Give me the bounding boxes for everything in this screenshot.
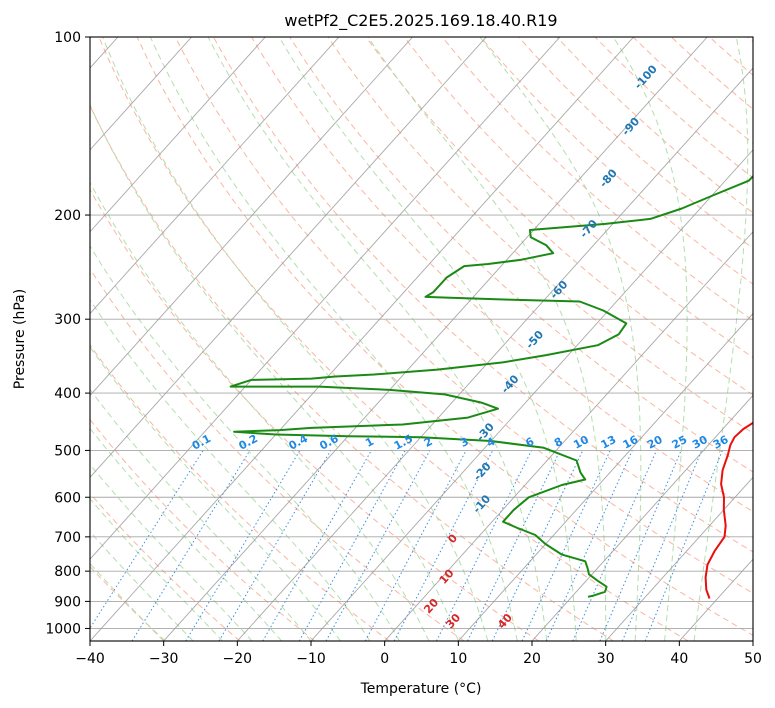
mixing-ratio-line <box>572 450 657 641</box>
x-tick-label: 10 <box>449 651 467 667</box>
dewpoint-profile-line <box>229 174 753 598</box>
dry-adiabat-line <box>90 418 316 641</box>
isotherm-line <box>531 394 753 641</box>
mixing-ratio-label: 25 <box>670 433 690 452</box>
mixing-ratio-line <box>521 450 611 641</box>
mixing-ratio-label: 13 <box>599 433 619 452</box>
dry-adiabat-line <box>90 565 166 641</box>
dry-adiabat-line <box>90 188 540 641</box>
moist-adiabat-line <box>90 181 430 641</box>
dry-adiabat-line <box>98 37 689 641</box>
y-tick-label: 200 <box>54 208 81 224</box>
y-tick-label: 800 <box>54 564 81 580</box>
y-tick-label: 400 <box>54 386 81 402</box>
y-tick-label: 100 <box>54 30 81 46</box>
moist-adiabat-line <box>693 37 749 641</box>
isotherm-line <box>90 37 561 560</box>
isotherm-line <box>90 37 413 397</box>
dry-adiabat-line <box>90 267 465 641</box>
moist-adiabat-line <box>367 37 607 641</box>
isotherm-line <box>605 476 753 641</box>
x-tick-label: 0 <box>380 651 389 667</box>
dry-adiabat-line <box>251 37 753 513</box>
moist-adiabat-line <box>90 463 253 641</box>
moist-adiabat-line <box>90 346 341 641</box>
x-tick-label: 50 <box>744 651 762 667</box>
mixing-ratio-line <box>491 450 584 641</box>
isotherm-line <box>90 37 340 315</box>
mixing-ratio-line <box>545 450 633 641</box>
moist-adiabat-line <box>149 37 518 641</box>
isotherm-line <box>90 37 266 233</box>
mixing-ratio-label: 16 <box>621 433 641 452</box>
isotherm-line <box>310 149 753 641</box>
dry-adiabat-line <box>441 37 753 322</box>
mixing-ratio-label: 20 <box>645 433 665 452</box>
moist-adiabat-line <box>90 427 282 641</box>
dry-adiabat-line <box>365 37 753 396</box>
moist-adiabat-line <box>90 244 400 641</box>
dry-adiabat-line <box>327 37 753 434</box>
x-tick-label: −30 <box>149 651 179 667</box>
mixing-ratio-label: 10 <box>571 433 591 452</box>
mixing-ratio-line <box>621 450 703 641</box>
moist-adiabat-line <box>612 37 688 641</box>
y-tick-label: 700 <box>54 530 81 546</box>
y-tick-label: 1000 <box>45 621 81 637</box>
isotherm-line <box>90 37 487 478</box>
mixing-ratio-line <box>599 450 682 641</box>
mixing-ratio-line <box>90 450 204 630</box>
mixing-ratio-label: 30 <box>690 433 710 452</box>
y-tick-label: 500 <box>54 443 81 459</box>
x-tick-label: −10 <box>296 651 326 667</box>
x-tick-label: 30 <box>597 651 615 667</box>
dry-adiabat-line <box>174 37 753 594</box>
mixing-ratio-line <box>467 450 561 641</box>
mixing-ratio-line <box>185 450 301 641</box>
moist-adiabat-line <box>90 103 459 641</box>
moist-adiabat-line <box>90 530 194 641</box>
temperature-profile-line <box>704 421 753 599</box>
mixing-ratio-line <box>218 450 332 641</box>
y-tick-label: 600 <box>54 490 81 506</box>
moist-adiabat-line <box>90 299 371 641</box>
mixing-ratio-line <box>435 450 532 641</box>
x-tick-label: 20 <box>523 651 541 667</box>
isotherm-line <box>384 231 753 641</box>
x-tick-label: −20 <box>223 651 253 667</box>
chart-title: wetPf2_C2E5.2025.169.18.40.R19 <box>284 11 557 31</box>
dry-adiabat-line <box>289 37 753 473</box>
x-tick-label: −40 <box>75 651 105 667</box>
isotherm-line <box>457 312 753 641</box>
y-tick-label: 900 <box>54 594 81 610</box>
dry-adiabat-line <box>90 104 614 641</box>
mixing-ratio-line <box>262 450 372 641</box>
isotherm-line <box>236 67 753 641</box>
y-tick-label: 300 <box>54 312 81 328</box>
y-axis-label: Pressure (hPa) <box>12 289 28 389</box>
moist-adiabat-line <box>207 37 548 641</box>
x-tick-label: 40 <box>670 651 688 667</box>
plot-frame <box>89 36 754 642</box>
isotherm-line <box>163 37 708 641</box>
moist-adiabat-line <box>90 562 165 641</box>
dry-adiabat-line <box>212 37 753 553</box>
mixing-ratio-line <box>325 450 431 641</box>
mixing-ratio-line <box>298 450 406 641</box>
dry-adiabat-line <box>90 492 241 641</box>
mixing-ratio-line <box>131 450 251 641</box>
moist-adiabat-line <box>102 37 489 641</box>
mixing-ratio-label: 36 <box>711 433 731 452</box>
dry-adiabat-line <box>403 37 753 359</box>
isotherm-line <box>90 37 634 641</box>
moist-adiabat-line <box>90 498 223 641</box>
x-axis-label: Temperature (°C) <box>360 681 482 697</box>
isotherm-line <box>90 37 192 151</box>
